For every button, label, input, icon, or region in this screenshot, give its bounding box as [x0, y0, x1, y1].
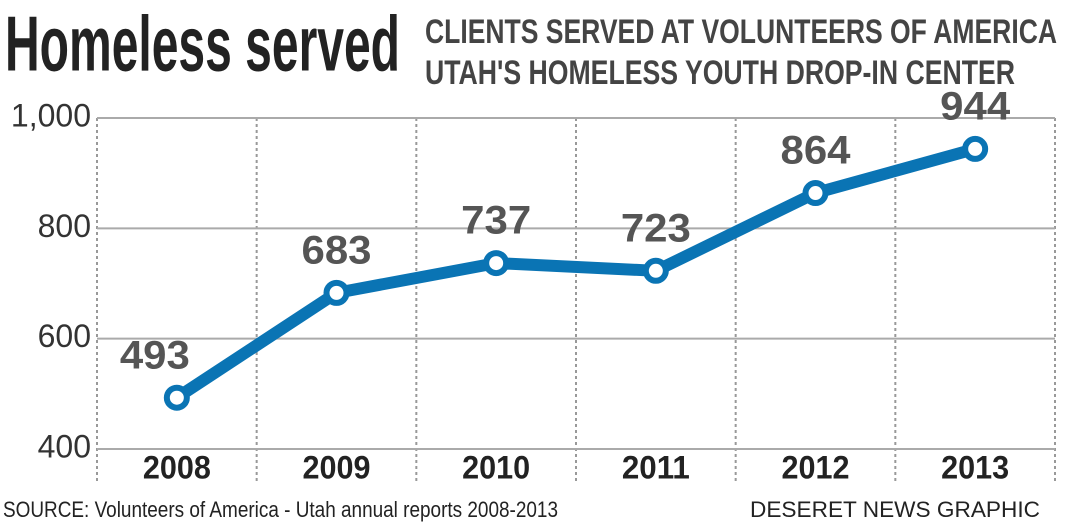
point — [323, 279, 350, 306]
point — [163, 384, 190, 411]
chart-title: Homeless served — [5, 0, 400, 88]
point — [642, 257, 669, 284]
chart-subtitle: CLIENTS SERVED AT VOLUNTEERS OF AMERICA — [425, 13, 1057, 51]
y-tick-label: 1,000 — [11, 97, 91, 133]
x-tick-label: 2010 — [462, 449, 530, 485]
line — [173, 143, 977, 403]
x-tick-label: 2012 — [782, 449, 850, 485]
value-label: 723 — [621, 206, 691, 250]
value-label: 683 — [302, 228, 372, 272]
chart-subtitle: UTAH'S HOMELESS YOUTH DROP-IN CENTER — [425, 54, 1015, 92]
source: SOURCE: Volunteers of America - Utah ann… — [3, 497, 558, 522]
y-tick-label: 400 — [38, 428, 91, 464]
value-label: 864 — [781, 129, 852, 173]
y-tick-label: 800 — [38, 208, 91, 244]
credit: DESERET NEWS GRAPHIC — [750, 497, 1040, 522]
point — [962, 135, 989, 162]
x-tick-label: 2008 — [143, 449, 211, 485]
x-tick-label: 2011 — [622, 449, 690, 485]
x-tick-label: 2009 — [303, 449, 371, 485]
y-tick-label: 600 — [38, 318, 91, 354]
value-label: 737 — [461, 199, 531, 243]
value-label: 944 — [940, 84, 1011, 128]
x-tick-label: 2013 — [941, 449, 1009, 485]
value-label: 493 — [120, 333, 190, 377]
point — [483, 250, 510, 277]
point — [802, 180, 829, 207]
